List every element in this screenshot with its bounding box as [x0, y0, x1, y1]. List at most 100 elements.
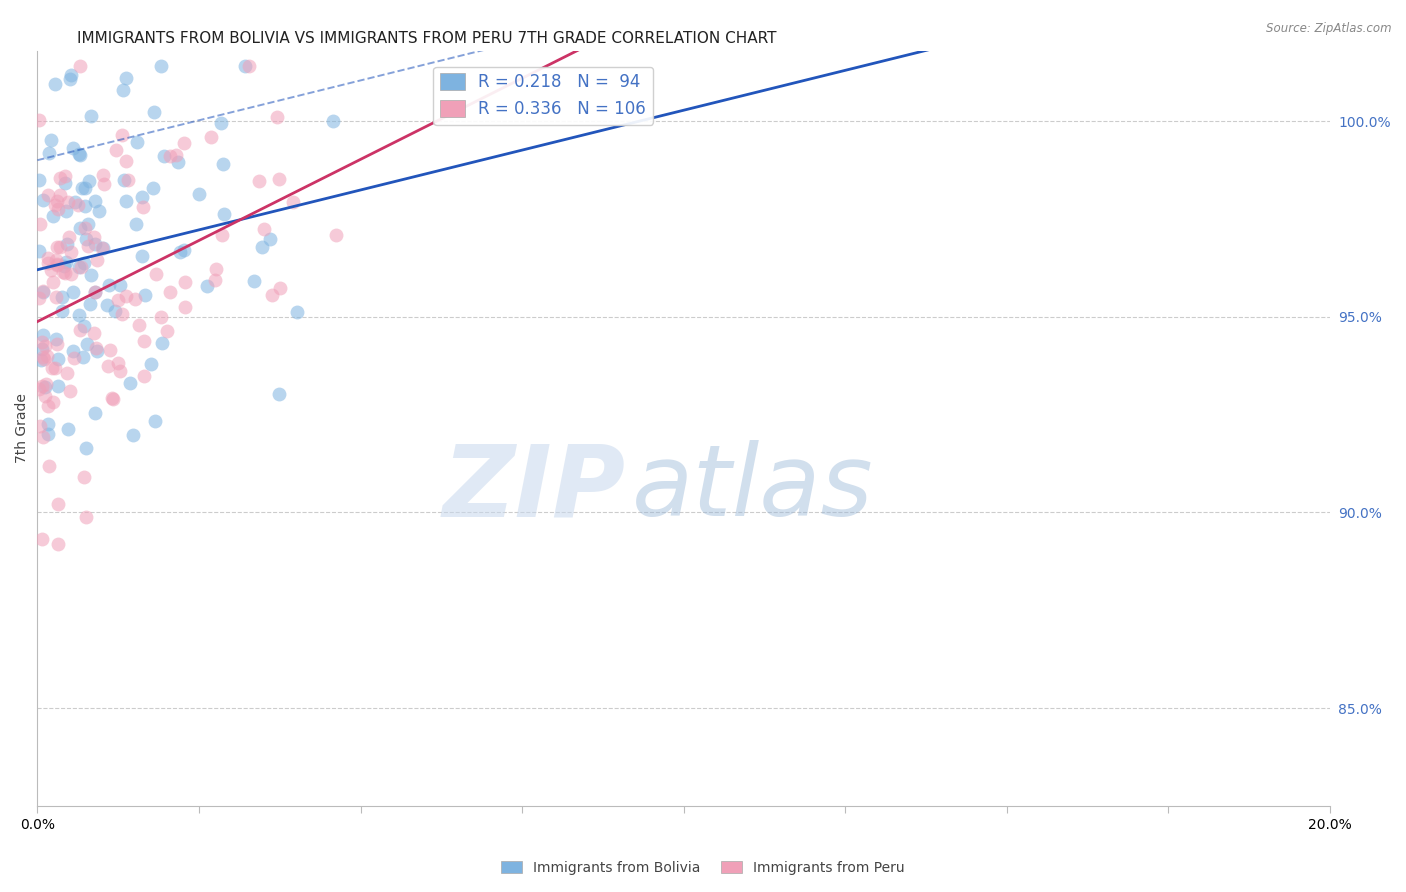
Point — [42, 275, 65, 289]
Point — [97, 277, 120, 292]
Point — [62, 141, 84, 155]
Point — [53, 169, 76, 183]
Point — [281, 194, 304, 209]
Legend: R = 0.218   N =  94, R = 0.336   N = 106: R = 0.218 N = 94, R = 0.336 N = 106 — [433, 67, 652, 125]
Point — [69, 323, 91, 337]
Point — [91, 168, 114, 182]
Point — [48, 188, 70, 202]
Point — [83, 194, 105, 208]
Point — [285, 304, 308, 318]
Point — [93, 177, 115, 191]
Point — [45, 256, 67, 270]
Point — [105, 143, 128, 157]
Point — [37, 251, 59, 265]
Point — [67, 308, 90, 322]
Point — [156, 324, 179, 338]
Point — [59, 245, 82, 260]
Point — [212, 207, 235, 221]
Point — [211, 227, 233, 242]
Point — [39, 263, 62, 277]
Point — [253, 221, 276, 235]
Point — [38, 458, 60, 473]
Point — [31, 532, 53, 546]
Point — [63, 194, 86, 209]
Point — [31, 379, 53, 393]
Point — [111, 307, 134, 321]
Point — [259, 232, 281, 246]
Point — [60, 68, 83, 82]
Point — [269, 281, 291, 295]
Point — [59, 384, 82, 398]
Point — [77, 239, 100, 253]
Text: ZIP: ZIP — [443, 441, 626, 537]
Point — [267, 171, 290, 186]
Point — [145, 267, 167, 281]
Point — [195, 279, 218, 293]
Point — [91, 241, 114, 255]
Point — [110, 278, 132, 293]
Point — [114, 173, 136, 187]
Point — [73, 319, 96, 334]
Point — [46, 259, 69, 273]
Point — [75, 441, 97, 455]
Point — [55, 203, 77, 218]
Point — [83, 285, 105, 299]
Point — [69, 148, 91, 162]
Point — [149, 59, 172, 73]
Point — [169, 244, 191, 259]
Point — [37, 188, 59, 202]
Point — [27, 291, 49, 305]
Point — [67, 260, 90, 274]
Point — [142, 180, 165, 194]
Point — [118, 376, 141, 391]
Point — [90, 241, 112, 255]
Point — [76, 337, 98, 351]
Point — [69, 221, 91, 235]
Point — [76, 509, 98, 524]
Point — [53, 266, 76, 280]
Point — [67, 197, 90, 211]
Point — [173, 136, 195, 151]
Point — [115, 153, 138, 168]
Point — [44, 361, 66, 376]
Point — [52, 259, 75, 273]
Point — [134, 288, 156, 302]
Point — [27, 244, 49, 259]
Point — [111, 128, 134, 143]
Point — [188, 187, 211, 202]
Point — [73, 181, 96, 195]
Point — [41, 394, 63, 409]
Point — [75, 232, 97, 246]
Point — [44, 77, 66, 91]
Point — [212, 157, 235, 171]
Point — [31, 334, 53, 349]
Point — [73, 469, 96, 483]
Point — [97, 359, 120, 374]
Point — [55, 236, 77, 251]
Point — [46, 379, 69, 393]
Point — [79, 297, 101, 311]
Point — [149, 310, 172, 325]
Text: atlas: atlas — [631, 441, 873, 537]
Point — [204, 273, 226, 287]
Point — [46, 194, 69, 209]
Point — [325, 228, 347, 243]
Point — [115, 194, 138, 209]
Point — [44, 198, 66, 212]
Point — [42, 209, 65, 223]
Point — [62, 344, 84, 359]
Point — [124, 292, 146, 306]
Point — [37, 427, 59, 442]
Point — [70, 260, 93, 275]
Point — [45, 332, 67, 346]
Point — [98, 343, 121, 357]
Point — [108, 364, 131, 378]
Point — [55, 255, 77, 269]
Point — [70, 180, 93, 194]
Point — [49, 240, 72, 254]
Point — [75, 220, 97, 235]
Point — [247, 174, 270, 188]
Point — [76, 217, 98, 231]
Point — [128, 318, 150, 333]
Point — [27, 112, 49, 127]
